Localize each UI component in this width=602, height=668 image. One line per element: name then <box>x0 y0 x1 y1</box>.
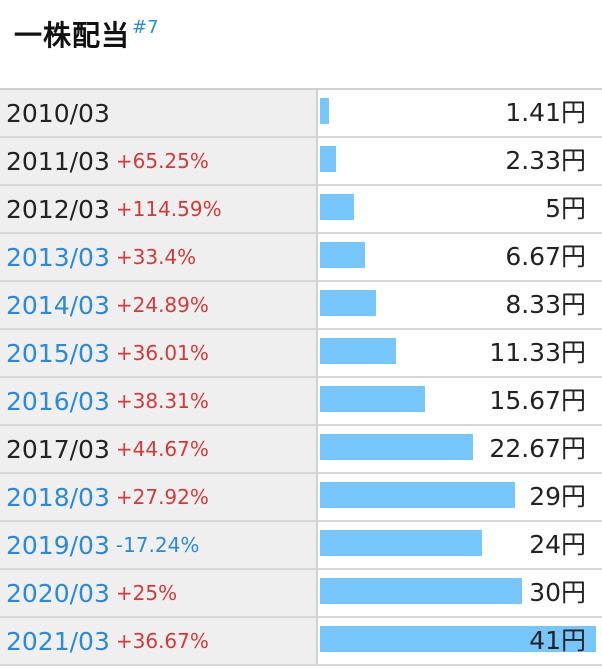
dividend-value: 24円 <box>529 530 586 559</box>
year-label[interactable]: 2016/03 <box>6 386 110 416</box>
year-label: 2012/03 <box>6 194 110 224</box>
year-label[interactable]: 2015/03 <box>6 338 110 368</box>
year-label[interactable]: 2014/03 <box>6 290 110 320</box>
value-cell: 15.67円 <box>318 378 602 424</box>
dividend-bar <box>320 482 515 508</box>
change-percent: +36.01% <box>115 341 209 365</box>
table-row: 2020/03 +25% 30円 <box>0 570 602 618</box>
year-label: 2010/03 <box>6 98 110 128</box>
row-label-cell: 2014/03 +24.89% <box>0 282 318 328</box>
dividend-value: 5円 <box>545 194 586 223</box>
year-label[interactable]: 2021/03 <box>6 626 110 656</box>
dividend-bar <box>320 242 365 268</box>
row-label-cell: 2010/03 <box>0 90 318 136</box>
dividend-bar <box>320 626 596 652</box>
row-label-cell: 2017/03 +44.67% <box>0 426 318 472</box>
dividend-value: 15.67円 <box>489 386 586 415</box>
table-row: 2010/03 1.41円 <box>0 90 602 138</box>
change-percent: +36.67% <box>115 629 209 653</box>
row-label-cell: 2018/03 +27.92% <box>0 474 318 520</box>
dividend-value: 29円 <box>529 482 586 511</box>
change-percent: -17.24% <box>115 533 200 557</box>
footnote-link[interactable]: #7 <box>132 17 159 38</box>
year-label: 2011/03 <box>6 146 110 176</box>
table-row: 2021/03 +36.67% 41円 <box>0 618 602 666</box>
year-label[interactable]: 2013/03 <box>6 242 110 272</box>
change-percent: +38.31% <box>115 389 209 413</box>
value-cell: 30円 <box>318 570 602 616</box>
dividend-bar <box>320 98 329 124</box>
table-row: 2016/03 +38.31% 15.67円 <box>0 378 602 426</box>
row-label-cell: 2021/03 +36.67% <box>0 618 318 664</box>
row-label-cell: 2012/03 +114.59% <box>0 186 318 232</box>
dividend-value: 8.33円 <box>505 290 586 319</box>
dividend-value: 30円 <box>529 578 586 607</box>
dividend-bar <box>320 194 354 220</box>
row-label-cell: 2020/03 +25% <box>0 570 318 616</box>
table-row: 2011/03 +65.25% 2.33円 <box>0 138 602 186</box>
change-percent: +114.59% <box>115 197 222 221</box>
row-label-cell: 2011/03 +65.25% <box>0 138 318 184</box>
value-cell: 5円 <box>318 186 602 232</box>
value-cell: 6.67円 <box>318 234 602 280</box>
change-percent: +44.67% <box>115 437 209 461</box>
chart-title-area: 一株配当 #7 <box>14 14 159 54</box>
value-cell: 29円 <box>318 474 602 520</box>
chart-title: 一株配当 <box>14 19 131 52</box>
row-label-cell: 2013/03 +33.4% <box>0 234 318 280</box>
dividend-value: 11.33円 <box>489 338 586 367</box>
table-row: 2014/03 +24.89% 8.33円 <box>0 282 602 330</box>
year-label[interactable]: 2018/03 <box>6 482 110 512</box>
value-cell: 11.33円 <box>318 330 602 376</box>
row-label-cell: 2015/03 +36.01% <box>0 330 318 376</box>
table-row: 2018/03 +27.92% 29円 <box>0 474 602 522</box>
dividend-table: 2010/03 1.41円 2011/03 +65.25% 2.33円 2012/03 +1… <box>0 88 602 666</box>
dividend-value: 6.67円 <box>505 242 586 271</box>
value-cell: 2.33円 <box>318 138 602 184</box>
table-row: 2015/03 +36.01% 11.33円 <box>0 330 602 378</box>
change-percent: +33.4% <box>115 245 197 269</box>
value-cell: 22.67円 <box>318 426 602 472</box>
change-percent: +24.89% <box>115 293 209 317</box>
dividend-bar <box>320 530 482 556</box>
row-label-cell: 2019/03 -17.24% <box>0 522 318 568</box>
dividend-bar <box>320 338 396 364</box>
year-label[interactable]: 2019/03 <box>6 530 110 560</box>
dividend-value: 22.67円 <box>489 434 586 463</box>
dividend-value: 2.33円 <box>505 146 586 175</box>
table-row: 2013/03 +33.4% 6.67円 <box>0 234 602 282</box>
change-percent: +65.25% <box>115 149 209 173</box>
table-row: 2012/03 +114.59% 5円 <box>0 186 602 234</box>
dividend-value: 41円 <box>529 626 586 655</box>
value-cell: 8.33円 <box>318 282 602 328</box>
row-label-cell: 2016/03 +38.31% <box>0 378 318 424</box>
dividend-value: 1.41円 <box>505 98 586 127</box>
change-percent: +25% <box>115 581 178 605</box>
year-label: 2017/03 <box>6 434 110 464</box>
value-cell: 24円 <box>318 522 602 568</box>
year-label[interactable]: 2020/03 <box>6 578 110 608</box>
dividend-bar <box>320 290 376 316</box>
dividend-bar <box>320 386 425 412</box>
change-percent: +27.92% <box>115 485 209 509</box>
dividend-bar <box>320 578 522 604</box>
table-row: 2017/03 +44.67% 22.67円 <box>0 426 602 474</box>
value-cell: 41円 <box>318 618 602 664</box>
table-row: 2019/03 -17.24% 24円 <box>0 522 602 570</box>
value-cell: 1.41円 <box>318 90 602 136</box>
dividend-bar <box>320 434 473 460</box>
dividend-bar <box>320 146 336 172</box>
